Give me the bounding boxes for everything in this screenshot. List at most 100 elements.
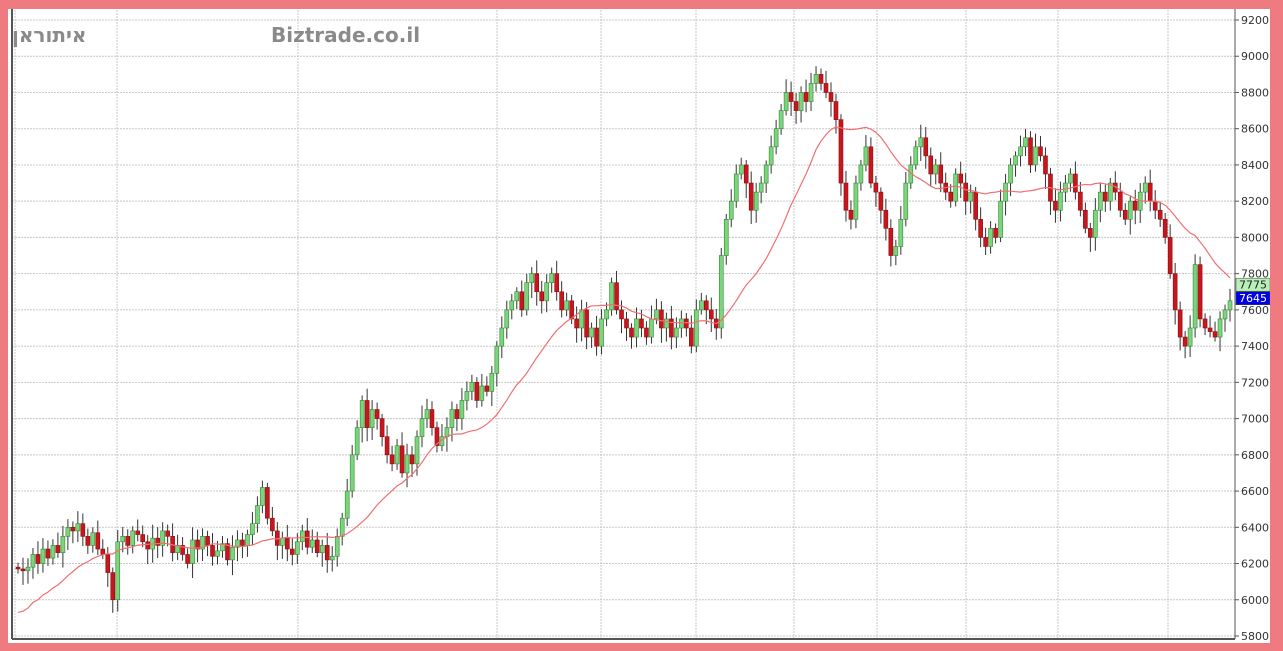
candle-down <box>1043 155 1048 175</box>
candle-down <box>704 300 709 311</box>
candle-up <box>778 110 784 130</box>
candle-up <box>1093 209 1098 238</box>
candle-down <box>70 526 76 532</box>
y-tick-label: 8000 <box>1241 231 1269 244</box>
candle-down <box>270 517 275 532</box>
candle-down <box>963 182 968 202</box>
candle-down <box>290 548 295 555</box>
y-tick-label: 6000 <box>1241 594 1269 607</box>
candle-up <box>190 539 195 564</box>
candle-down <box>135 530 141 535</box>
candle-up <box>369 409 375 428</box>
y-tick-label: 7400 <box>1241 340 1269 353</box>
symbol-name: איתוראן <box>12 23 87 47</box>
candle-down <box>205 536 210 546</box>
candle-up <box>295 541 300 555</box>
candle-up <box>903 182 909 220</box>
y-tick-label: 8200 <box>1241 195 1269 208</box>
candle-down <box>474 382 480 401</box>
candle-down <box>983 237 988 247</box>
y-tick-label: 8800 <box>1241 86 1269 99</box>
candle-down <box>928 155 934 175</box>
candle-down <box>384 436 390 456</box>
candle-down <box>1212 331 1218 338</box>
candle-down <box>484 385 490 392</box>
candle-down <box>180 545 185 555</box>
candle-down <box>843 182 849 211</box>
candle-up <box>634 318 639 338</box>
candle-up <box>499 327 505 347</box>
last-price-label-bg <box>1235 291 1270 305</box>
candle-up <box>893 246 899 256</box>
moving-average-line <box>17 126 1231 614</box>
candle-up <box>479 385 485 401</box>
candle-down <box>364 400 370 428</box>
candle-down <box>45 548 51 559</box>
candle-down <box>1152 200 1158 211</box>
candle-up <box>444 427 450 438</box>
candle-up <box>30 554 36 568</box>
candle-down <box>803 92 809 102</box>
candle-up <box>120 536 126 543</box>
candle-down <box>1147 182 1153 202</box>
candle-up <box>1003 182 1008 202</box>
candle-down <box>868 146 874 184</box>
candle-up <box>758 182 764 193</box>
candle-up <box>654 309 659 320</box>
candle-up <box>504 309 510 329</box>
candle-up <box>609 282 614 311</box>
candle-up <box>1068 173 1073 184</box>
candle-down <box>225 543 230 561</box>
candle-up <box>699 300 704 311</box>
candle-down <box>748 182 754 211</box>
candle-up <box>50 545 56 559</box>
candle-up <box>1222 309 1228 320</box>
candle-up <box>694 309 699 347</box>
candle-down <box>659 309 664 329</box>
candle-down <box>828 92 834 102</box>
candle-up <box>1217 318 1223 338</box>
candle-down <box>594 327 599 347</box>
candle-up <box>723 218 729 256</box>
candle-up <box>464 391 470 401</box>
candle-up <box>763 164 769 184</box>
candle-up <box>853 182 859 220</box>
candle-down <box>519 291 525 311</box>
candle-down <box>923 137 929 157</box>
candle-down <box>973 191 978 220</box>
candle-down <box>55 545 61 553</box>
candle-up <box>728 200 734 220</box>
candle-up <box>349 454 355 492</box>
candle-up <box>115 541 121 601</box>
candle-down <box>559 291 564 311</box>
candle-up <box>90 532 96 546</box>
candle-down <box>639 318 644 329</box>
candle-up <box>968 191 973 202</box>
candle-down <box>165 530 170 537</box>
candle-up <box>1033 146 1038 166</box>
candle-down <box>1103 191 1108 202</box>
candle-down <box>374 409 380 419</box>
candle-down <box>1122 209 1128 220</box>
candle-down <box>1088 228 1093 238</box>
candle-up <box>1008 164 1013 184</box>
candle-down <box>125 536 131 546</box>
candle-down <box>100 548 106 555</box>
candle-up <box>738 164 744 175</box>
candle-down <box>85 536 91 546</box>
y-tick-label: 7800 <box>1241 268 1269 281</box>
last-price-label: 7645 <box>1239 292 1267 305</box>
candle-up <box>649 318 654 338</box>
candle-down <box>619 309 624 320</box>
candle-up <box>130 530 136 546</box>
candle-down <box>888 228 894 256</box>
candle-up <box>1098 191 1103 211</box>
y-tick-label: 7200 <box>1241 376 1269 389</box>
candle-up <box>813 74 819 84</box>
candle-up <box>200 536 205 550</box>
candle-down <box>574 318 579 329</box>
candle-up <box>299 530 305 543</box>
candle-down <box>539 291 545 302</box>
candle-down <box>1207 327 1213 332</box>
candle-down <box>1182 336 1188 347</box>
